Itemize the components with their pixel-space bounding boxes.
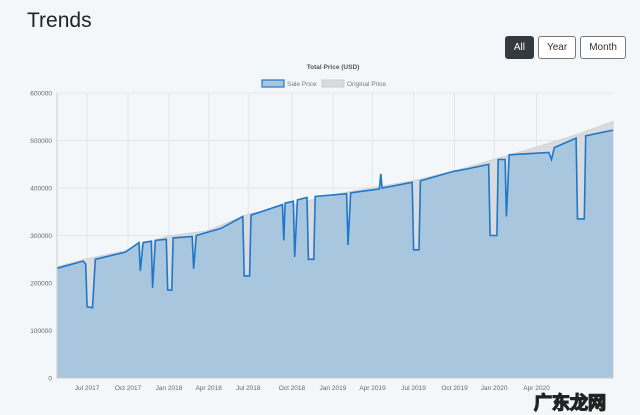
x-tick-label: Apr 2020 bbox=[523, 385, 550, 392]
legend-label-original[interactable]: Original Price bbox=[347, 81, 386, 88]
range-month-button[interactable]: Month bbox=[580, 36, 626, 59]
sale-price-line bbox=[56, 129, 614, 309]
legend-swatch-original bbox=[321, 79, 345, 88]
x-tick-label: Jul 2019 bbox=[401, 385, 426, 392]
x-tick-label: Apr 2019 bbox=[359, 385, 386, 392]
x-tick-label: Jan 2020 bbox=[481, 385, 508, 392]
range-all-button[interactable]: All bbox=[504, 36, 534, 59]
x-tick-label: Jan 2019 bbox=[320, 385, 347, 392]
y-tick-label: 300000 bbox=[30, 233, 52, 240]
x-tick-label: Oct 2019 bbox=[441, 385, 468, 392]
range-year-button[interactable]: Year bbox=[537, 36, 577, 59]
x-tick-label: Jan 2018 bbox=[156, 385, 183, 392]
range-selector: All Year Month bbox=[504, 36, 626, 59]
chart-title: Total Price (USD) bbox=[307, 64, 360, 71]
x-tick-label: Oct 2018 bbox=[279, 385, 306, 392]
y-tick-label: 500000 bbox=[30, 138, 52, 145]
y-tick-label: 100000 bbox=[30, 328, 52, 335]
watermark: 广东龙网 bbox=[533, 392, 606, 413]
x-tick-label: Jul 2017 bbox=[75, 385, 100, 392]
y-tick-label: 0 bbox=[48, 376, 52, 383]
y-tick-label: 400000 bbox=[30, 186, 52, 193]
x-tick-label: Apr 2018 bbox=[195, 385, 222, 392]
legend-swatch-sale bbox=[261, 79, 285, 88]
y-tick-label: 600000 bbox=[30, 91, 52, 98]
legend-label-sale[interactable]: Sale Price bbox=[287, 81, 317, 88]
x-tick-label: Oct 2017 bbox=[115, 385, 142, 392]
x-tick-label: Jul 2018 bbox=[236, 385, 261, 392]
sale-price-area bbox=[57, 130, 613, 378]
y-tick-label: 200000 bbox=[30, 281, 52, 288]
page-title: Trends bbox=[27, 9, 92, 32]
